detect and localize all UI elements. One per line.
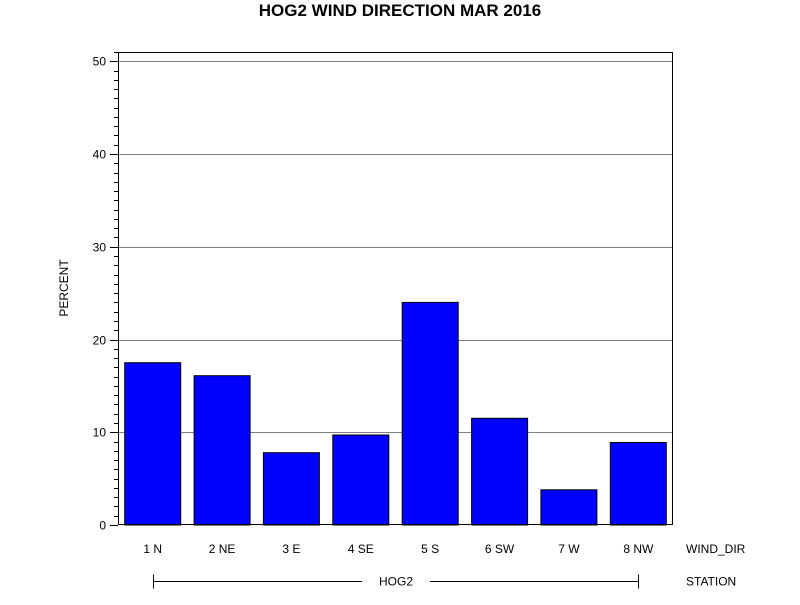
x-tick-label: 5 S bbox=[421, 542, 439, 556]
y-tick-label: 20 bbox=[93, 334, 107, 348]
y-tick-label: 30 bbox=[93, 241, 107, 255]
bar bbox=[193, 375, 251, 526]
x-tick-label: 3 E bbox=[282, 542, 300, 556]
chart-title: HOG2 WIND DIRECTION MAR 2016 bbox=[258, 1, 542, 20]
plot-frame bbox=[118, 52, 673, 525]
bar bbox=[332, 434, 390, 526]
y-tick-label: 50 bbox=[93, 55, 107, 69]
y-tick-label: 10 bbox=[93, 426, 107, 440]
bar bbox=[471, 417, 529, 526]
bar bbox=[609, 442, 667, 526]
x-tick-label: 2 NE bbox=[209, 542, 236, 556]
group-axis-label: STATION bbox=[686, 575, 736, 589]
group-label: HOG2 bbox=[379, 575, 413, 589]
y-axis-label: PERCENT bbox=[57, 259, 71, 317]
x-tick-label: 4 SE bbox=[348, 542, 374, 556]
x-tick-label: 8 NW bbox=[623, 542, 654, 556]
y-tick-label: 0 bbox=[99, 519, 106, 533]
bar bbox=[124, 362, 182, 526]
y-tick-label: 40 bbox=[93, 148, 107, 162]
x-axis-label: WIND_DIR bbox=[686, 542, 746, 556]
bar bbox=[401, 301, 459, 526]
bar bbox=[540, 489, 598, 526]
x-tick-label: 7 W bbox=[558, 542, 580, 556]
x-tick-label: 6 SW bbox=[485, 542, 515, 556]
bar bbox=[262, 452, 320, 526]
x-tick-label: 1 N bbox=[143, 542, 162, 556]
